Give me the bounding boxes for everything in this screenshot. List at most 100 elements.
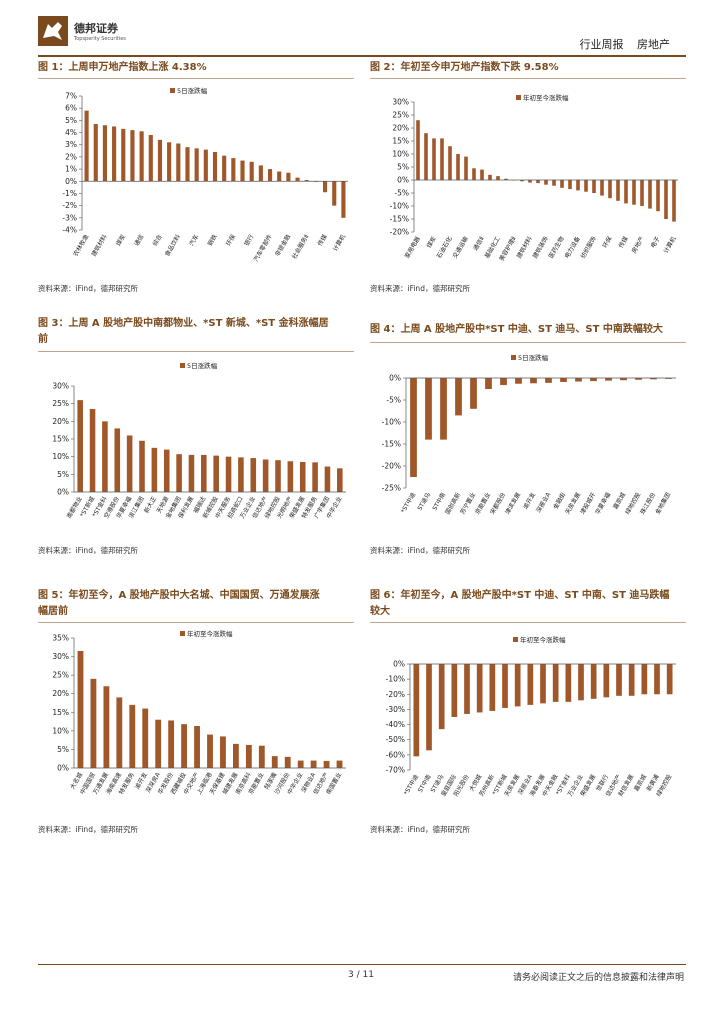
bar	[424, 133, 428, 180]
x-tick-label: 环保	[601, 235, 614, 249]
bar	[176, 454, 182, 492]
bar	[592, 180, 596, 193]
figure-5-chart: 0%5%10%15%20%25%30%35%大名城中国国贸万通发展海南高速特发服…	[52, 629, 346, 796]
bar	[93, 124, 98, 182]
bar	[102, 125, 107, 182]
bar	[628, 664, 635, 696]
y-tick-label: 5%	[397, 163, 409, 172]
y-tick-label: -5%	[386, 396, 401, 405]
bar	[648, 180, 652, 209]
x-tick-label: 传媒	[316, 233, 329, 247]
x-tick-label: 渝开发	[521, 491, 537, 511]
legend-swatch	[180, 363, 185, 368]
y-tick-label: 10%	[392, 150, 409, 159]
bar	[476, 664, 483, 713]
bar	[616, 180, 620, 201]
bar	[545, 378, 552, 383]
figure-3-chart: 0%5%10%15%20%25%30%南都物业*ST新城*ST金科空港股份华夏幸…	[52, 361, 346, 520]
figure-4-chart: -25%-20%-15%-10%-5%0%*ST中迪 ST迪马 ST中南国创高新苏宁…	[382, 353, 676, 516]
bar	[168, 720, 175, 768]
legend-swatch	[513, 637, 518, 642]
bar	[194, 726, 200, 768]
bar	[139, 131, 144, 182]
bar	[528, 180, 532, 183]
y-tick-label: 25%	[52, 399, 69, 408]
y-tick-label: 5%	[57, 470, 69, 479]
bar	[515, 378, 522, 384]
company-name-en: Topsperity Securities	[74, 36, 126, 42]
bar	[464, 664, 470, 714]
bar	[416, 120, 420, 180]
figure-3-rule	[38, 351, 354, 352]
y-tick-label: -1%	[62, 189, 77, 198]
bar	[552, 664, 559, 702]
bar	[440, 378, 447, 440]
x-tick-label: 通信Ⅱ	[471, 235, 485, 252]
bar	[207, 734, 213, 768]
bar	[341, 181, 346, 218]
bar	[438, 664, 445, 730]
bar	[213, 455, 219, 492]
footer-rule	[38, 964, 686, 965]
x-tick-label: 建筑材料	[90, 233, 109, 258]
bar	[666, 664, 673, 695]
bar	[426, 664, 432, 751]
bar	[245, 744, 252, 768]
bar	[336, 760, 343, 768]
x-tick-label: *ST中迪	[402, 773, 420, 796]
bar	[130, 130, 135, 182]
bar	[470, 378, 477, 409]
bar	[620, 378, 627, 381]
bar	[332, 181, 337, 206]
bar	[489, 664, 496, 711]
x-tick-label: 计算机	[662, 235, 678, 255]
bar	[530, 378, 537, 384]
bar	[112, 126, 117, 182]
bar	[275, 460, 281, 492]
y-tick-label: 20%	[392, 124, 409, 133]
bar	[520, 180, 524, 182]
bar	[155, 719, 162, 768]
y-tick-label: 35%	[52, 634, 69, 643]
bar	[650, 378, 657, 380]
bar	[527, 664, 534, 705]
bar	[672, 180, 676, 222]
legend-swatch	[170, 88, 175, 93]
bar	[578, 664, 584, 701]
figure-3-source: 资料来源：iFind，德邦研究所	[38, 546, 138, 555]
bar	[576, 180, 580, 191]
bar	[232, 743, 239, 768]
header-rule	[38, 55, 686, 57]
bar	[310, 760, 317, 768]
y-tick-label: 15%	[52, 435, 69, 444]
bar	[201, 454, 207, 492]
bar	[600, 180, 604, 196]
report-industry: 房地产	[637, 38, 670, 51]
bar	[287, 461, 294, 492]
bar	[312, 462, 318, 492]
y-tick-label: 15%	[392, 137, 409, 146]
y-tick-label: 15%	[52, 708, 69, 717]
y-tick-label: -20%	[390, 228, 409, 237]
bar	[126, 435, 133, 492]
bar	[410, 378, 417, 477]
legend-label: 年初至今涨跌幅	[520, 635, 566, 644]
bar	[258, 745, 265, 768]
bar	[568, 180, 572, 190]
bar	[496, 176, 500, 180]
bar	[249, 161, 254, 182]
figure-2-title: 图 2：年初至今申万地产指数下跌 9.58%	[370, 62, 559, 73]
bar	[560, 180, 564, 188]
bar	[656, 180, 660, 212]
bar	[116, 697, 123, 768]
bar	[121, 128, 126, 182]
y-tick-label: 10%	[52, 452, 69, 461]
bar	[225, 456, 232, 492]
y-tick-label: 5%	[57, 745, 69, 754]
y-tick-label: 10%	[52, 726, 69, 735]
x-tick-label: 深振业A	[534, 490, 552, 514]
figure-2-source: 资料来源：iFind，德邦研究所	[370, 284, 470, 293]
bar	[514, 664, 521, 707]
bar	[440, 138, 444, 180]
bar	[84, 110, 89, 182]
